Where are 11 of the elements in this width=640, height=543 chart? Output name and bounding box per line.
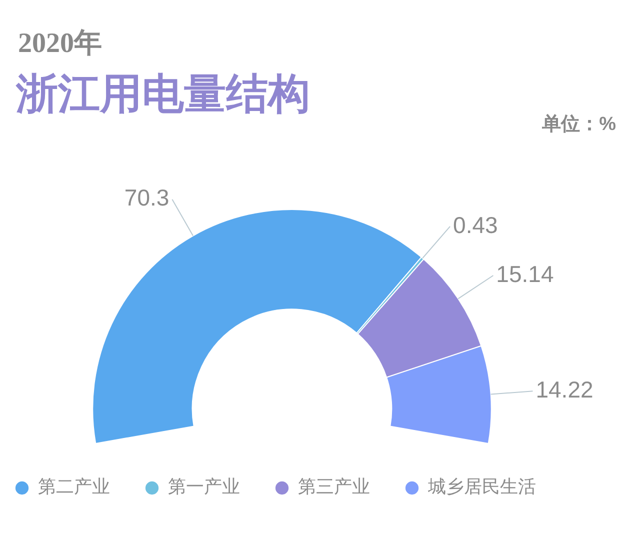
- legend-label: 第一产业: [168, 476, 240, 498]
- data-label: 15.14: [496, 260, 554, 287]
- legend-label: 城乡居民生活: [427, 476, 536, 498]
- data-label: 14.22: [536, 376, 594, 403]
- chart-subtitle: 2020年: [18, 27, 102, 61]
- chart-title: 浙江用电量结构: [16, 68, 310, 120]
- text: 单位：%: [542, 113, 616, 137]
- data-label: 70.3: [124, 184, 170, 211]
- data-label: 0.43: [453, 212, 498, 238]
- legend-label: 第二产业: [38, 476, 110, 498]
- legend-label: 第三产业: [298, 476, 370, 498]
